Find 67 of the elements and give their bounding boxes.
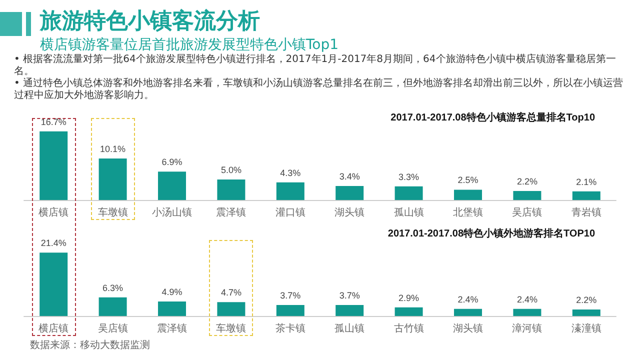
data-label: 4.9%	[162, 286, 182, 297]
bar	[454, 308, 482, 316]
x-tick-label: 茶卡镇	[275, 322, 306, 334]
data-label: 5.0%	[220, 164, 242, 175]
x-tick-label: 湖头镇	[453, 322, 483, 334]
bar	[276, 305, 304, 316]
data-label: 2.2%	[576, 294, 597, 305]
bar	[98, 158, 127, 200]
x-tick-label: 车墩镇	[98, 206, 128, 218]
x-tick-label: 震泽镇	[157, 322, 187, 334]
data-label: 4.7%	[220, 288, 242, 298]
x-tick-label: 吴店镇	[512, 206, 542, 218]
data-label: 3.7%	[280, 290, 301, 301]
bar	[217, 179, 246, 200]
data-label: 4.3%	[280, 168, 301, 178]
data-label: 16.7%	[40, 116, 66, 127]
data-label: 21.4%	[40, 238, 66, 248]
bar	[158, 172, 186, 200]
x-tick-label: 灌口镇	[275, 206, 306, 218]
data-label: 2.9%	[398, 292, 420, 303]
bar	[513, 308, 542, 316]
text: 旅游特色小镇客流分析	[40, 8, 260, 36]
data-label: 2.5%	[458, 175, 478, 186]
data-label: 2.1%	[576, 176, 597, 187]
bar	[513, 190, 542, 200]
x-tick-label: 古竹镇	[394, 322, 424, 334]
bar	[336, 186, 364, 200]
x-tick-label: 孤山镇	[334, 322, 365, 334]
bar	[40, 252, 68, 316]
x-tick-label: 漳河镇	[512, 322, 542, 334]
x-tick-label: 横店镇	[38, 206, 69, 218]
bar	[40, 131, 68, 200]
text: • 通过特色小镇总体游客和外地游客排名来看，车墩镇和小汤山镇游客总量排名在前三，但外地游客排名却滑出前三以外，所以在小镇运营过程中应加大外地游客影响力。	[14, 78, 624, 102]
bar	[572, 191, 600, 200]
x-tick-label: 北堡镇	[453, 206, 483, 218]
data-label: 10.1%	[100, 144, 126, 154]
data-label: 2.4%	[516, 294, 538, 304]
source-note: 数据来源：移动大数据监测	[30, 338, 150, 352]
x-tick-label: 震泽镇	[216, 206, 246, 218]
x-tick-label: 横店镇	[38, 322, 69, 334]
x-tick-label: 吴店镇	[98, 322, 128, 334]
text: • 根据客流流量对第一批64个旅游发展型特色小镇进行排名，2017年1月-2017年8月期间，64个旅游特色小镇中横店镇游客量稳居第一名。	[14, 54, 617, 78]
data-label: 6.9%	[162, 157, 182, 168]
bar	[98, 297, 127, 316]
bar	[276, 182, 304, 200]
text: 横店镇游客量位居首批旅游发展型特色小镇Top1	[40, 36, 339, 54]
chart-title: 2017.01-2017.08特色小镇外地游客排名TOP10	[388, 228, 596, 240]
chart-title: 2017.01-2017.08特色小镇游客总量排名Top10	[390, 112, 596, 124]
x-tick-label: 孤山镇	[394, 206, 424, 218]
bar	[394, 186, 423, 200]
bar	[336, 305, 364, 316]
bar	[217, 302, 246, 316]
x-tick-label: 车墩镇	[216, 322, 246, 334]
bar	[454, 190, 482, 200]
x-tick-label: 溱潼镇	[571, 322, 602, 334]
data-label: 2.4%	[458, 294, 478, 304]
data-label: 3.3%	[398, 172, 420, 182]
bar	[572, 309, 600, 316]
data-label: 6.3%	[102, 282, 124, 293]
bar	[158, 301, 186, 316]
data-label: 3.7%	[339, 290, 360, 301]
x-tick-label: 青岩镇	[571, 206, 602, 218]
data-label: 2.2%	[516, 176, 538, 186]
bar	[394, 307, 423, 316]
x-tick-label: 湖头镇	[334, 206, 365, 218]
data-label: 3.4%	[339, 172, 360, 182]
x-tick-label: 小汤山镇	[152, 206, 192, 218]
